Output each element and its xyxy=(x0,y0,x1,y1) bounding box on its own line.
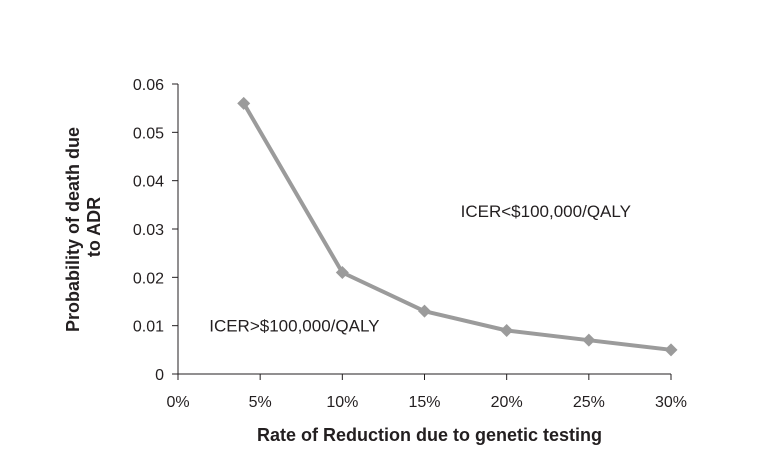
data-point-marker xyxy=(500,324,514,337)
x-tick-label: 20% xyxy=(491,394,523,411)
data-point-marker xyxy=(335,266,349,279)
y-tick-label: 0.06 xyxy=(133,77,164,94)
data-point-marker xyxy=(418,304,431,318)
data-point-marker xyxy=(664,343,678,357)
x-tick-label: 15% xyxy=(408,394,440,411)
x-axis-title: Rate of Reduction due to genetic testing xyxy=(257,425,602,445)
y-axis-title-line-1: Probability of death due xyxy=(63,127,83,332)
annotation-layer: ICER<$100,000/QALY ICER>$100,000/QALY xyxy=(209,202,631,336)
y-tick-label: 0.05 xyxy=(133,125,164,142)
x-tick-label: 25% xyxy=(573,394,605,411)
annotation-label: ICER<$100,000/QALY xyxy=(461,202,631,221)
y-axis-title-line-2: to ADR xyxy=(84,197,104,257)
series-layer xyxy=(237,96,678,357)
x-tick-label: 30% xyxy=(655,394,687,411)
y-tick-label: 0.01 xyxy=(133,319,164,336)
y-tick-label: 0 xyxy=(155,367,164,384)
x-tick-label: 0% xyxy=(166,394,189,411)
x-tick-label: 10% xyxy=(326,394,358,411)
y-tick-label: 0.04 xyxy=(133,174,164,191)
y-axis-title: Probability of death due to ADR xyxy=(63,122,104,332)
data-point-marker xyxy=(237,96,251,110)
tick-layer: 0 0.01 0.02 0.03 0.04 0.05 0.06 0% 5% 10% 15% 20% 25… xyxy=(133,77,687,411)
x-tick-label: 5% xyxy=(249,394,272,411)
y-tick-label: 0.03 xyxy=(133,222,164,239)
annotation-label: ICER>$100,000/QALY xyxy=(209,316,379,335)
y-tick-label: 0.02 xyxy=(133,270,164,287)
data-point-marker xyxy=(582,333,596,347)
series-line xyxy=(241,102,672,352)
